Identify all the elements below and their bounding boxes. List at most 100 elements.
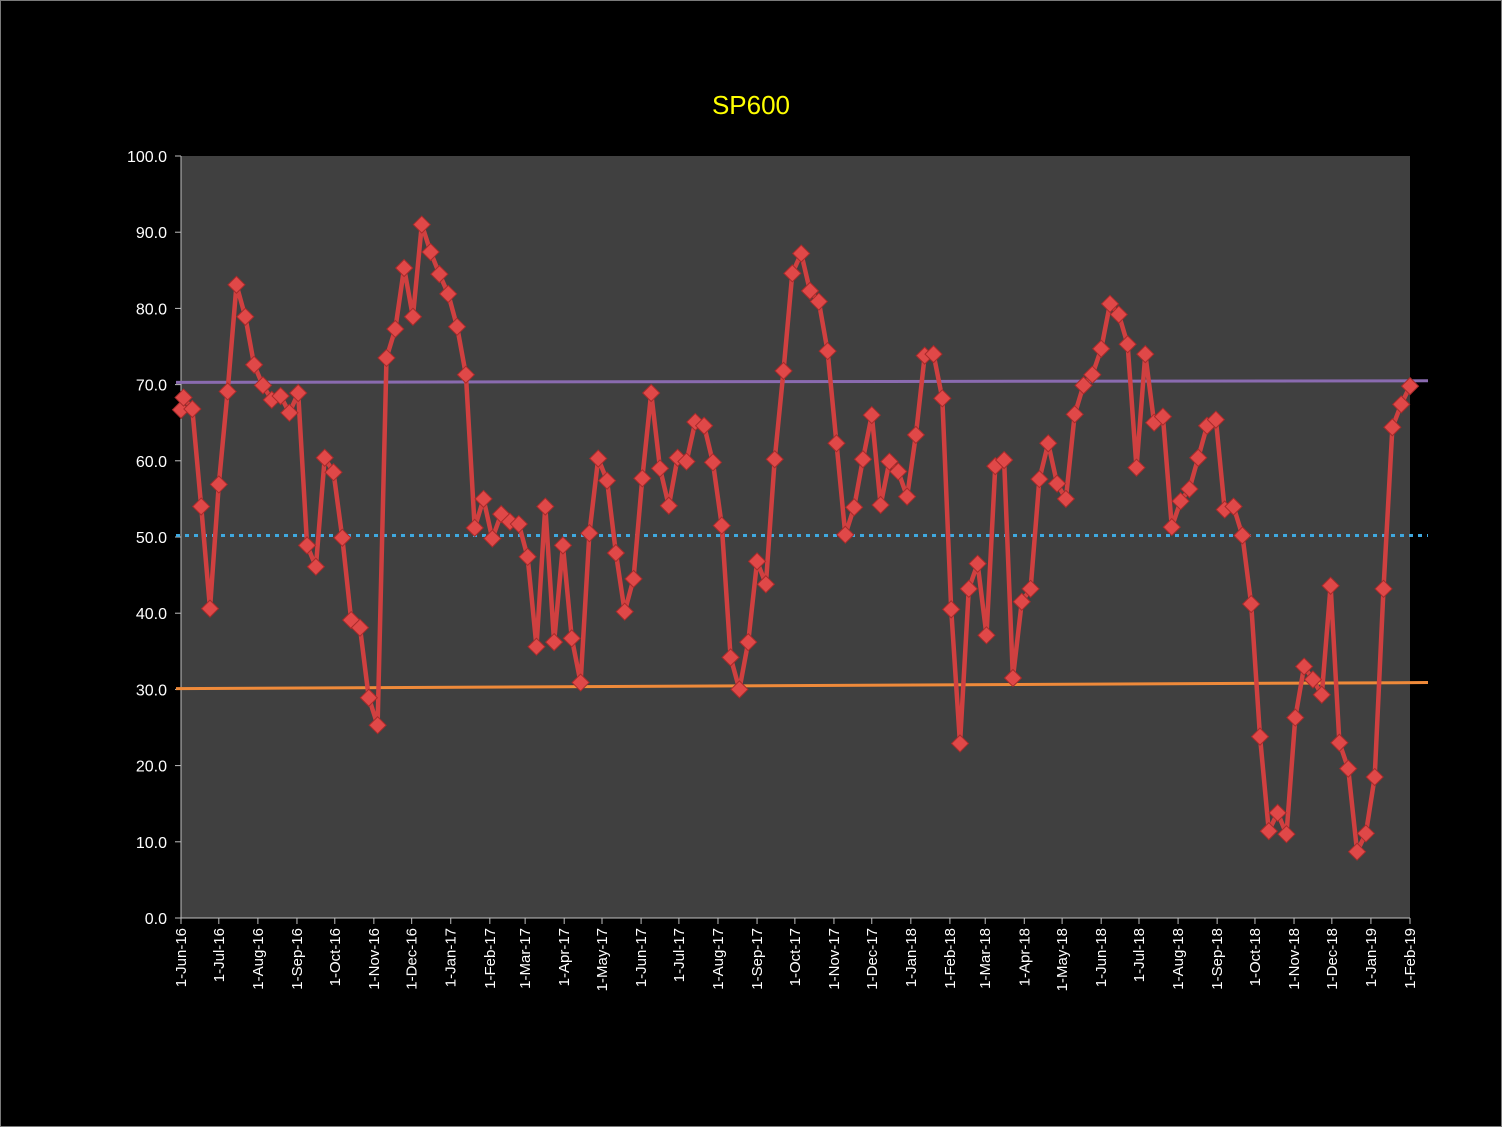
data-point-marker [244, 355, 264, 374]
y-tick-label: 100.0 [127, 149, 167, 166]
x-tick-label: 1-Oct-17 [787, 928, 804, 986]
data-point-marker [1091, 339, 1111, 358]
x-tick-label: 1-Jun-18 [1093, 928, 1110, 987]
data-point-marker [183, 399, 202, 419]
data-point-marker [1171, 491, 1190, 511]
y-tick-label: 80.0 [136, 301, 167, 318]
data-point-marker [950, 734, 970, 753]
data-point-marker [315, 448, 334, 467]
chart-title: SP600 [711, 90, 791, 120]
data-point-marker [368, 716, 387, 735]
x-tick-label: 1-Oct-16 [327, 928, 344, 986]
data-point-marker [906, 425, 926, 445]
data-point-marker [1056, 489, 1076, 509]
x-tick-label: 1-Jun-17 [633, 928, 650, 987]
data-point-marker [1109, 305, 1129, 324]
data-point-marker [174, 388, 193, 407]
data-point-marker [765, 450, 784, 469]
data-point-marker [271, 386, 290, 406]
data-point-marker [703, 453, 723, 472]
data-point-marker [941, 600, 961, 619]
data-point-marker [1259, 821, 1279, 841]
data-point-marker [280, 403, 299, 423]
data-point-marker [1206, 410, 1226, 429]
data-point-marker [236, 307, 255, 326]
data-point-marker [659, 496, 679, 515]
x-tick-label: 1-Feb-19 [1402, 928, 1419, 989]
x-tick-label: 1-Jul-18 [1131, 928, 1148, 982]
data-point-marker [562, 629, 581, 648]
data-point-marker [1039, 434, 1058, 453]
data-point-marker [1383, 418, 1402, 437]
x-tick-label: 1-Jan-19 [1363, 928, 1380, 987]
data-point-marker [430, 264, 449, 284]
y-tick-label: 70.0 [136, 378, 167, 395]
y-tick-label: 10.0 [136, 835, 167, 852]
data-point-marker [721, 648, 740, 667]
data-point-marker [836, 525, 855, 544]
data-point-marker [1277, 824, 1296, 844]
data-point-marker [439, 284, 458, 304]
data-point-marker [227, 275, 246, 294]
data-point-marker [1347, 842, 1367, 861]
data-point-marker [730, 680, 749, 699]
data-point-marker [1021, 579, 1040, 599]
data-point-marker [297, 536, 317, 555]
data-point-marker [191, 497, 211, 516]
data-point-marker [386, 319, 405, 339]
data-point-marker [1030, 469, 1049, 489]
data-point-marker [1189, 448, 1208, 467]
data-point-marker [1286, 708, 1305, 727]
data-point-marker [968, 554, 987, 573]
data-point-marker [580, 523, 599, 543]
y-tick-label: 40.0 [136, 606, 167, 623]
data-point-marker [977, 626, 996, 645]
data-point-marker [615, 602, 634, 621]
data-point-marker [933, 389, 952, 408]
y-tick-labels: 0.0 10.0 20.0 30.0 40.0 50.0 60.0 70.0 80.0 90.0 1… [127, 149, 167, 928]
data-point-marker [624, 569, 643, 589]
data-point-marker [1127, 458, 1146, 477]
x-tick-label: 1-Dec-17 [864, 928, 881, 990]
data-point-marker [483, 529, 502, 548]
data-point-marker [1268, 803, 1287, 823]
data-point-marker [1356, 824, 1376, 843]
data-point-marker [809, 292, 829, 311]
data-point-marker [1118, 335, 1137, 354]
data-point-marker [774, 361, 793, 381]
data-point-marker [1400, 376, 1420, 396]
x-tick-label: 1-Oct-18 [1247, 928, 1264, 986]
data-point-marker [412, 215, 431, 234]
data-point-marker [641, 383, 661, 403]
data-point-marker [1162, 517, 1181, 537]
data-point-marker [606, 543, 626, 563]
data-point-marker [209, 475, 229, 494]
data-point-marker [403, 307, 423, 326]
data-point-marker [791, 244, 811, 263]
x-tick-label: 1-Aug-17 [710, 928, 727, 990]
data-point-marker [747, 552, 767, 571]
data-point-marker [1321, 576, 1340, 595]
x-tick-label: 1-Jan-17 [443, 928, 460, 987]
data-point-marker [853, 450, 873, 469]
data-point-marker [474, 489, 493, 509]
data-point-marker [650, 459, 670, 478]
data-point-marker [1153, 407, 1173, 426]
data-point-marker [818, 341, 837, 361]
data-point-marker [571, 673, 590, 692]
x-tick-label: 1-Nov-18 [1286, 928, 1303, 990]
x-tick-label: 1-Aug-18 [1170, 928, 1187, 990]
data-point-marker [871, 495, 890, 515]
markers-layer [171, 215, 1420, 861]
data-point-marker [589, 449, 608, 468]
data-point-marker [200, 599, 220, 618]
data-point-marker [1100, 294, 1120, 314]
data-point-marker [421, 242, 440, 262]
x-tick-label: 1-Sep-17 [749, 928, 766, 990]
data-point-marker [1294, 657, 1314, 676]
data-point-marker [756, 575, 776, 594]
x-tick-label: 1-Apr-18 [1016, 928, 1033, 986]
data-point-marker [1083, 365, 1102, 384]
data-point-marker [1047, 474, 1067, 493]
y-tick-label: 90.0 [136, 225, 167, 242]
